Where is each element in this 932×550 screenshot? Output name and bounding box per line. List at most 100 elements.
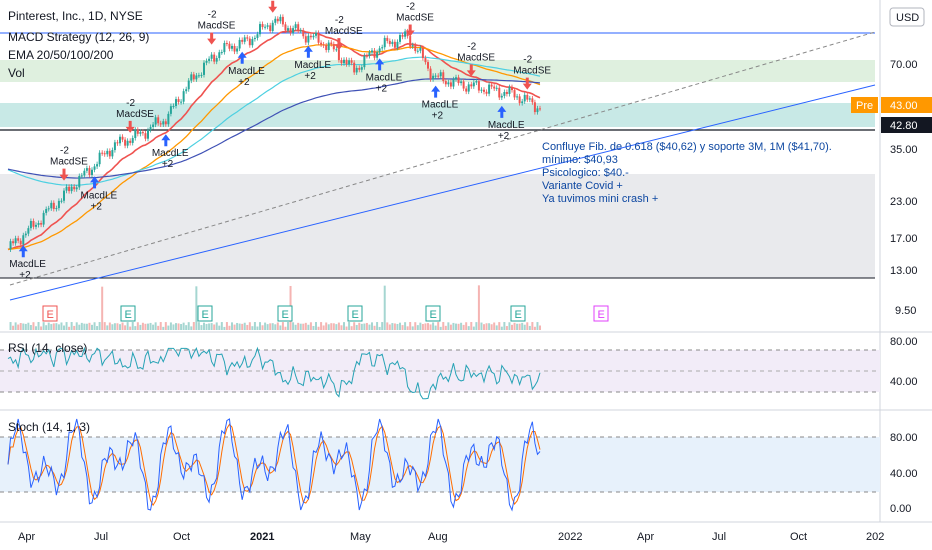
volume-bars (9, 285, 541, 330)
currency-label[interactable]: USD (896, 12, 919, 24)
earnings-label: E (202, 309, 209, 321)
candle-body (315, 32, 317, 36)
candle-body (533, 102, 536, 113)
earnings-marker[interactable] (425, 305, 441, 322)
candle-body (516, 96, 519, 98)
indicator-ema[interactable]: EMA 20/50/100/200 (8, 48, 114, 62)
earnings-marker[interactable] (277, 305, 293, 322)
volume-bar (111, 324, 114, 330)
volume-bar (485, 323, 488, 330)
candle-body (203, 62, 205, 75)
volume-bar (483, 324, 485, 330)
candle-body (134, 129, 137, 139)
candle-body (256, 34, 259, 38)
volume-bar (32, 322, 35, 330)
ema-50-line (7, 44, 541, 251)
candle-body (111, 150, 114, 157)
earnings-marker[interactable] (197, 305, 213, 322)
volume-bar (526, 322, 529, 330)
sell-arrow-icon (268, 0, 278, 13)
consolidation-band (0, 174, 875, 278)
candle-body (411, 45, 414, 47)
currency-button[interactable] (889, 7, 925, 27)
time-tick: Jul (94, 531, 108, 543)
candle-body (80, 175, 83, 177)
candle-body (368, 52, 371, 56)
candle-body (475, 81, 478, 83)
volume-bar (228, 325, 231, 330)
volume-bar (80, 322, 83, 330)
candle-body (500, 95, 503, 98)
volume-bar (383, 285, 386, 330)
candle-body (78, 176, 81, 188)
candle-body (35, 224, 37, 227)
volume-bar (261, 325, 264, 330)
candle-body (251, 39, 254, 46)
volume-bar (432, 322, 435, 330)
volume-bar (149, 322, 152, 330)
volume-bar (101, 286, 104, 330)
price-axis[interactable]: 70.00 50.00 35.00 23.00 17.00 13.00 9.50 (886, 59, 918, 317)
volume-bar (386, 322, 389, 330)
volume-bar (427, 323, 429, 330)
volume-bar (91, 324, 93, 330)
volume-bar (302, 323, 305, 330)
candle-body (14, 238, 17, 244)
candle-body (419, 47, 422, 51)
volume-bar (503, 322, 506, 330)
volume-bar (19, 323, 22, 330)
stoch-k-line (7, 418, 541, 512)
candle-body (327, 42, 330, 51)
indicator-macd[interactable]: MACD Strategy (12, 26, 9) (8, 30, 149, 44)
candle-body (264, 26, 267, 28)
volume-bar (284, 326, 287, 330)
annotation-note[interactable]: Confluye Fib. de 0.618 ($40,62) y soport… (542, 141, 832, 205)
volume-bar (327, 324, 330, 330)
earnings-marker[interactable] (120, 305, 136, 322)
time-axis[interactable]: Apr Jul Oct 2021 May Aug 2022 Apr Jul Oc… (18, 531, 884, 543)
candle-body (302, 30, 305, 37)
candle-body (91, 169, 93, 175)
earnings-label: E (282, 309, 289, 321)
stoch-title[interactable]: Stoch (14, 1, 3) (8, 420, 90, 434)
position-plus-label: +2 (238, 77, 250, 88)
candle-body (65, 186, 68, 191)
volume-bar (345, 326, 348, 330)
macd-long-label: MacdLE (152, 148, 189, 159)
candle-body (299, 30, 302, 32)
macd-long-label: MacdLE (9, 259, 46, 270)
candle-body (93, 166, 96, 170)
indicator-vol[interactable]: Vol (8, 66, 25, 80)
earnings-marker[interactable] (510, 305, 526, 322)
earnings-marker[interactable] (593, 305, 609, 322)
candle-body (427, 62, 429, 69)
candle-body (381, 47, 384, 49)
volume-bar (488, 323, 491, 330)
candle-body (253, 37, 256, 40)
candle-body (139, 132, 142, 134)
earnings-marker[interactable] (42, 305, 58, 322)
volume-bar (63, 325, 65, 330)
candle-body (472, 82, 475, 87)
volume-bar (343, 322, 345, 330)
volume-bar (185, 325, 188, 330)
candle-body (485, 91, 488, 94)
earnings-marker[interactable] (347, 305, 363, 322)
volume-bar (60, 322, 63, 330)
volume-bar (236, 322, 239, 330)
rsi-title[interactable]: RSI (14, close) (8, 341, 87, 355)
candle-body (24, 233, 27, 236)
macd-long-label: MacdLE (422, 100, 459, 111)
candle-body (480, 89, 483, 91)
ema-100-line (7, 56, 541, 186)
volume-bar (294, 324, 297, 330)
candle-body (19, 240, 22, 245)
stoch-tick: 80.00 (890, 432, 918, 444)
candle-body (292, 28, 295, 34)
candle-body (281, 16, 284, 25)
candle-body (157, 117, 160, 124)
candle-body (467, 84, 470, 92)
candle-body (119, 136, 121, 144)
